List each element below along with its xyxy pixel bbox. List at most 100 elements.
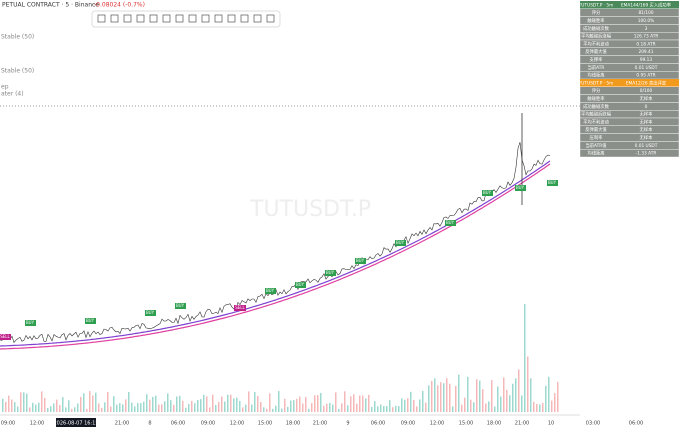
time-label: 21:00	[515, 421, 529, 427]
tool-icon[interactable]	[188, 14, 197, 23]
volume-bar	[170, 400, 172, 412]
tool-icon[interactable]	[97, 14, 106, 23]
volume-bar	[50, 406, 52, 412]
table-cell: 反弹最大值	[585, 48, 607, 55]
volume-bar	[221, 396, 223, 412]
time-label: 06:00	[629, 421, 643, 427]
buy-marker-label: BUY	[326, 270, 335, 275]
volume-bar	[2, 398, 4, 412]
volume-bar	[65, 407, 67, 412]
volume-bar	[332, 404, 334, 412]
buy-marker	[395, 240, 406, 246]
tool-icon[interactable]	[240, 14, 249, 23]
volume-bar	[68, 400, 70, 412]
volume-bar	[173, 404, 175, 412]
tool-icon[interactable]	[201, 14, 210, 23]
tool-icon[interactable]	[123, 14, 132, 23]
time-label: 15:00	[258, 421, 272, 427]
volume-bar	[422, 390, 424, 412]
ema-slow	[0, 163, 551, 350]
volume-bar	[383, 406, 385, 412]
volume-bar	[341, 403, 343, 412]
table-cell: 支撑率	[590, 56, 604, 63]
volume-bar	[365, 398, 367, 412]
indicator-label: ater (4)	[1, 91, 24, 98]
volume-bar	[164, 401, 166, 412]
volume-bar	[278, 391, 280, 412]
volume-bar	[518, 369, 520, 412]
buy-marker	[25, 320, 36, 326]
time-label: 21:00	[313, 421, 327, 427]
volume-bar	[206, 396, 208, 412]
volume-bar	[461, 404, 463, 412]
volume-bar	[380, 404, 382, 412]
volume-bar	[551, 400, 553, 412]
tool-icon[interactable]	[253, 14, 262, 23]
buy-marker-label: BUY	[548, 180, 557, 185]
time-label: 12:00	[230, 421, 244, 427]
volume-bar	[128, 392, 130, 412]
cursor-time-bg	[56, 418, 96, 427]
volume-bar	[56, 399, 58, 412]
volume-bar	[215, 404, 217, 412]
buy-marker-label: BUY	[356, 258, 365, 263]
tool-icon[interactable]	[149, 14, 158, 23]
volume-bar	[437, 385, 439, 412]
drawing-toolbar[interactable]	[91, 10, 281, 28]
table-cell: 成功触碰次数	[583, 103, 609, 110]
tool-icon[interactable]	[162, 14, 171, 23]
volume-bar	[395, 405, 397, 412]
volume-bar	[245, 404, 247, 412]
volume-bar	[89, 391, 91, 412]
volume-bar	[125, 399, 127, 412]
table-cell: 无样本	[640, 118, 654, 125]
volume-bar	[248, 391, 250, 412]
time-label: 09:00	[1, 421, 15, 427]
volume-bar	[347, 405, 349, 412]
volume-bar	[152, 396, 154, 412]
tool-icon[interactable]	[227, 14, 236, 23]
table-cell: 平均触碰后涨幅	[581, 33, 612, 40]
volume-bar	[401, 398, 403, 412]
table-cell: 评分	[592, 87, 601, 94]
table-cell: 平均不利波动	[583, 118, 609, 125]
volume-bar	[482, 389, 484, 412]
table-cell: 0	[645, 104, 648, 110]
buy-marker-label: BUY	[86, 318, 95, 323]
volume-bar	[242, 407, 244, 412]
table-cell: 0.18 ATR	[636, 41, 655, 47]
tool-icon[interactable]	[175, 14, 184, 23]
volume-bar	[443, 383, 445, 412]
buy-marker	[175, 303, 186, 309]
volume-bar	[344, 391, 346, 412]
volume-bar	[509, 395, 511, 412]
table-cell: 当前ATR值	[585, 142, 607, 149]
volume-bar	[557, 381, 559, 412]
volume-bar	[74, 407, 76, 412]
volume-bar	[476, 379, 478, 412]
volume-bar	[545, 385, 547, 412]
tool-icon[interactable]	[214, 14, 223, 23]
volume-bar	[251, 404, 253, 412]
volume-bar	[98, 403, 100, 412]
volume-bar	[104, 402, 106, 412]
tool-icon[interactable]	[136, 14, 145, 23]
tool-icon[interactable]	[266, 14, 275, 23]
volume-bar	[149, 399, 151, 412]
volume-bar	[113, 396, 115, 412]
buy-marker	[295, 282, 306, 288]
table-cell: 81/100	[638, 10, 653, 16]
table-row	[579, 148, 679, 158]
buy-marker	[482, 190, 493, 196]
volume-bar	[368, 394, 370, 412]
table-header	[580, 79, 679, 87]
time-label: 12:00	[30, 421, 44, 427]
volume-bar	[209, 407, 211, 412]
table-cell: 平均不利波动	[583, 40, 609, 47]
table-cell: 无样本	[640, 126, 654, 133]
buy-marker	[265, 288, 276, 294]
volume-bar	[269, 393, 271, 412]
tool-icon[interactable]	[110, 14, 119, 23]
volume-bar	[512, 383, 514, 412]
